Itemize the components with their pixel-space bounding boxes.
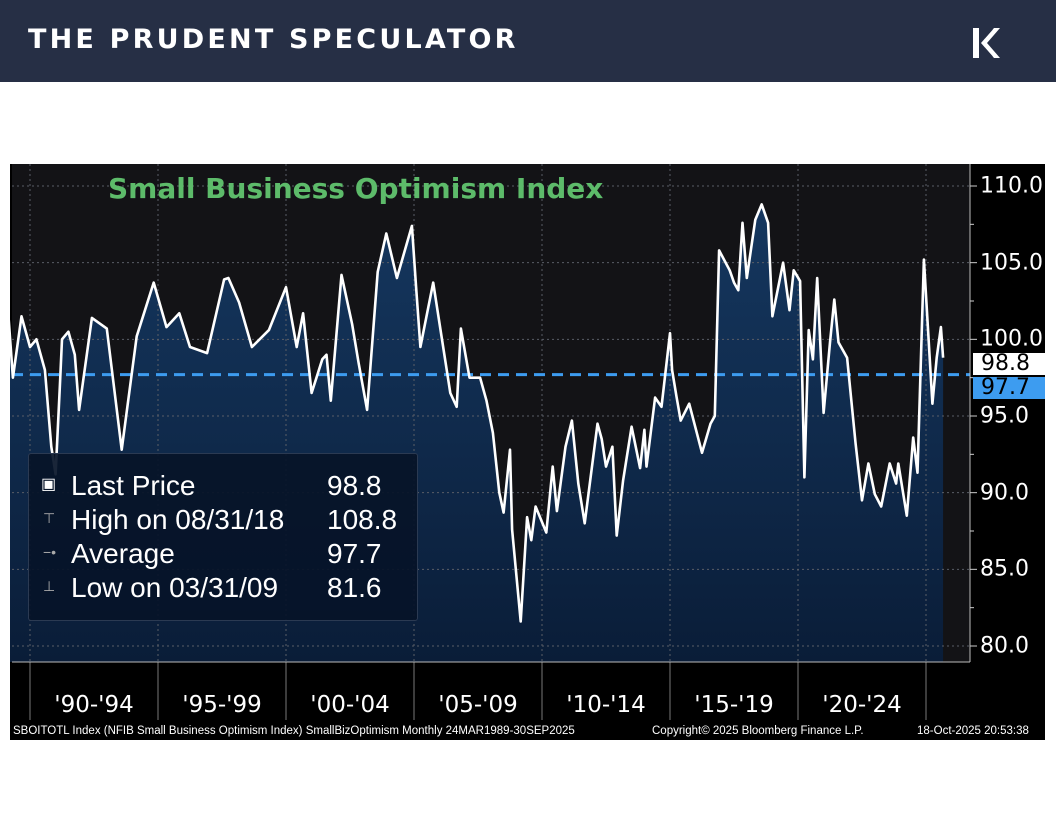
legend: ▣ Last Price 98.8 ⊤ High on 08/31/18 108…: [28, 453, 418, 621]
x-tick-label: '20-'24: [822, 692, 902, 718]
legend-value: 108.8: [327, 504, 398, 535]
chart-svg: [10, 164, 977, 720]
last-price-tag: 98.8: [973, 353, 1045, 375]
x-tick-label: '05-'09: [438, 692, 518, 718]
legend-label: Average: [71, 538, 175, 569]
x-tick-label: '95-'99: [182, 692, 262, 718]
legend-label: Low on 03/31/09: [71, 572, 279, 603]
footer-copyright: Copyright© 2025 Bloomberg Finance L.P.: [652, 725, 864, 737]
series-line: [10, 203, 945, 623]
y-tick-label: 105.0: [980, 250, 1043, 276]
y-tick-label: 95.0: [980, 403, 1029, 429]
x-tick-label: '00-'04: [310, 692, 390, 718]
y-tick-label: 100.0: [980, 326, 1043, 352]
y-tick-label: 85.0: [980, 556, 1029, 582]
legend-value: 98.8: [327, 470, 382, 501]
square-marker-icon: ▣: [41, 476, 57, 493]
footer-description: SBOITOTL Index (NFIB Small Business Opti…: [13, 725, 575, 737]
header-bar: THE PRUDENT SPECULATOR: [0, 0, 1056, 82]
legend-value: 81.6: [327, 572, 382, 603]
chart-title: Small Business Optimism Index: [108, 172, 604, 205]
y-tick-label: 80.0: [980, 633, 1029, 659]
brand-title: THE PRUDENT SPECULATOR: [28, 24, 519, 55]
legend-value: 97.7: [327, 538, 382, 569]
chart-panel: Small Business Optimism Index 110.0 105.0…: [10, 164, 1045, 740]
footer-timestamp: 18-Oct-2025 20:53:38: [917, 725, 1029, 737]
y-tick-label: 90.0: [980, 480, 1029, 506]
x-tick-label: '90-'94: [54, 692, 134, 718]
y-tick-label: 110.0: [980, 173, 1043, 199]
high-marker-icon: ⊤: [43, 510, 56, 526]
average-tag: 97.7: [973, 377, 1045, 399]
x-tick-label: '15-'19: [694, 692, 774, 718]
legend-label: High on 08/31/18: [71, 504, 285, 535]
legend-label: Last Price: [71, 470, 196, 501]
average-marker-icon: −•: [43, 544, 57, 560]
low-marker-icon: ⊥: [43, 578, 56, 594]
x-tick-label: '10-'14: [566, 692, 646, 718]
k-chevron-logo-icon: [973, 28, 1000, 58]
